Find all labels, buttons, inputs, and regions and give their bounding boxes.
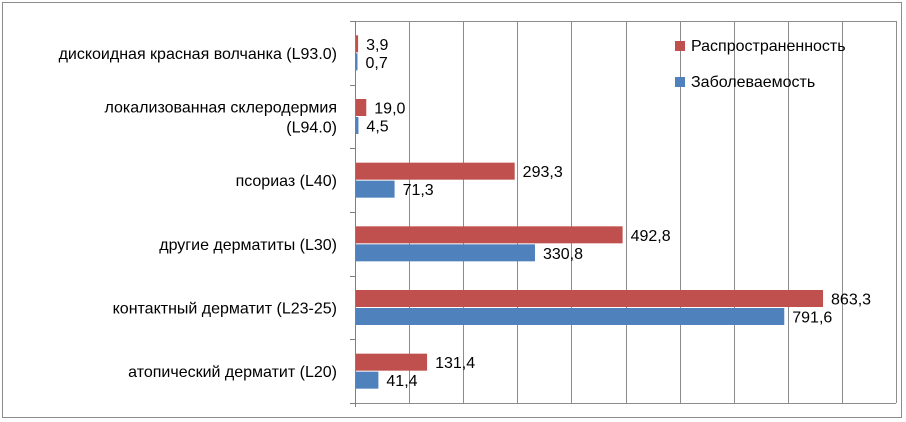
- bar-incidence: [356, 53, 358, 71]
- bar-incidence: [356, 117, 359, 134]
- data-label: 3,9: [366, 37, 388, 54]
- category-label: (L94.0): [286, 120, 337, 137]
- data-label: 131,4: [435, 355, 475, 372]
- legend-label: Заболеваемость: [691, 74, 815, 91]
- bar-chart: 3,90,7 19,04,5 293,3 71,3 492,8 330,8 863,3791…: [59, 21, 897, 407]
- bar-incidence: [356, 371, 379, 389]
- legend-label: Распространенность: [691, 38, 846, 55]
- data-label: 4,5: [366, 119, 388, 136]
- bars: [356, 35, 824, 389]
- bar-prevalence: [356, 35, 359, 53]
- data-label: 492,8: [631, 228, 671, 245]
- bar-incidence: [356, 180, 395, 198]
- legend-swatch: [675, 41, 685, 51]
- data-label: 0,7: [366, 55, 388, 72]
- bar-incidence: [356, 308, 785, 325]
- data-label: 330,8: [543, 246, 583, 263]
- legend-swatch: [675, 77, 685, 87]
- data-label: 19,0: [374, 101, 405, 118]
- legend: Распространенность Заболеваемость: [675, 38, 846, 91]
- category-label: атопический дерматит (L20): [128, 364, 337, 381]
- data-label: 863,3: [831, 292, 871, 309]
- category-label: псориаз (L40): [236, 173, 337, 190]
- category-label: локализованная склеродермия: [105, 100, 337, 117]
- bar-incidence: [356, 244, 535, 262]
- category-labels: дискоидная красная волчанка (L93.0) локал…: [59, 46, 337, 381]
- data-label: 293,3: [523, 164, 563, 181]
- category-label: другие дерматиты (L30): [159, 237, 337, 254]
- bar-prevalence: [356, 99, 367, 116]
- data-label: 791,6: [792, 310, 832, 327]
- data-label: 71,3: [403, 182, 434, 199]
- category-label: дискоидная красная волчанка (L93.0): [59, 46, 337, 63]
- bar-prevalence: [356, 162, 515, 180]
- gridlines: [350, 21, 897, 407]
- bar-prevalence: [356, 290, 824, 307]
- category-label: контактный дерматит (L23-25): [113, 301, 337, 318]
- data-labels: 3,90,7 19,04,5 293,3 71,3 492,8 330,8 863,3791…: [366, 37, 872, 390]
- chart-frame: 3,9 0,7 19,0 4,5 293,3 71,3 492,8 330,8 863,3 791…: [2, 2, 902, 418]
- data-label: 41,4: [386, 373, 417, 390]
- bar-prevalence: [356, 226, 623, 244]
- bar-prevalence: [356, 353, 428, 371]
